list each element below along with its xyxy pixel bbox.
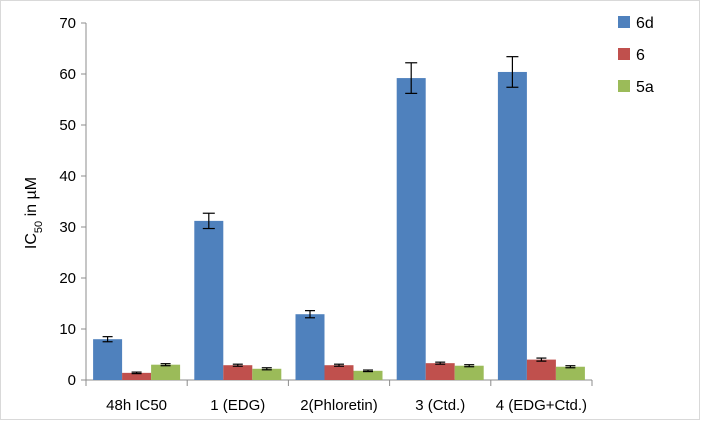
bar-6d-4 (497, 71, 527, 381)
x-tick-label: 3 (Ctd.) (415, 397, 465, 414)
bars (93, 56, 585, 381)
y-axis-title-main: IC (23, 233, 40, 249)
legend-swatch-6d (618, 16, 630, 28)
legend-label-5a: 5a (636, 79, 654, 96)
y-axis-title-units: in µM (23, 177, 40, 221)
bar-6d-3 (396, 78, 426, 380)
bar-6d-1 (194, 220, 224, 380)
y-axis: 0 10 20 30 40 50 60 70 (59, 15, 87, 389)
bar-5a-2 (353, 370, 383, 380)
y-tick-label: 30 (59, 219, 76, 236)
bar-5a-3 (454, 365, 484, 380)
legend-label-6d: 6d (636, 15, 654, 32)
y-tick-label: 10 (59, 321, 76, 338)
bar-6-4 (526, 359, 556, 380)
bar-6-3 (425, 363, 455, 380)
legend-swatch-5a (618, 80, 630, 92)
legend-swatch-6 (618, 48, 630, 60)
bar-6-2 (324, 365, 354, 380)
x-axis: 48h IC50 1 (EDG) 2(Phloretin) 3 (Ctd.) 4 (ED… (85, 379, 593, 414)
y-tick-label: 50 (59, 117, 76, 134)
x-tick-label: 2(Phloretin) (300, 397, 378, 414)
x-tick-label: 4 (EDG+Ctd.) (496, 397, 587, 414)
x-tick-label: 48h IC50 (106, 397, 167, 414)
legend: 6d 6 5a (618, 15, 654, 96)
bar-6-1 (223, 365, 253, 380)
bar-6d-0 (93, 339, 123, 380)
bar-5a-4 (555, 366, 585, 380)
bar-5a-1 (252, 368, 282, 380)
y-axis-title: IC50 in µM (23, 177, 45, 249)
y-tick-label: 0 (68, 372, 76, 389)
y-tick-label: 60 (59, 66, 76, 83)
y-tick-label: 40 (59, 168, 76, 185)
y-tick-label: 70 (59, 15, 76, 32)
bar-6d-2 (295, 314, 325, 380)
x-tick-label: 1 (EDG) (210, 397, 265, 414)
bar-6-0 (122, 372, 152, 380)
y-tick-label: 20 (59, 270, 76, 287)
bar-5a-0 (151, 364, 181, 380)
legend-label-6: 6 (636, 47, 645, 64)
y-axis-title-subscript: 50 (33, 221, 45, 233)
